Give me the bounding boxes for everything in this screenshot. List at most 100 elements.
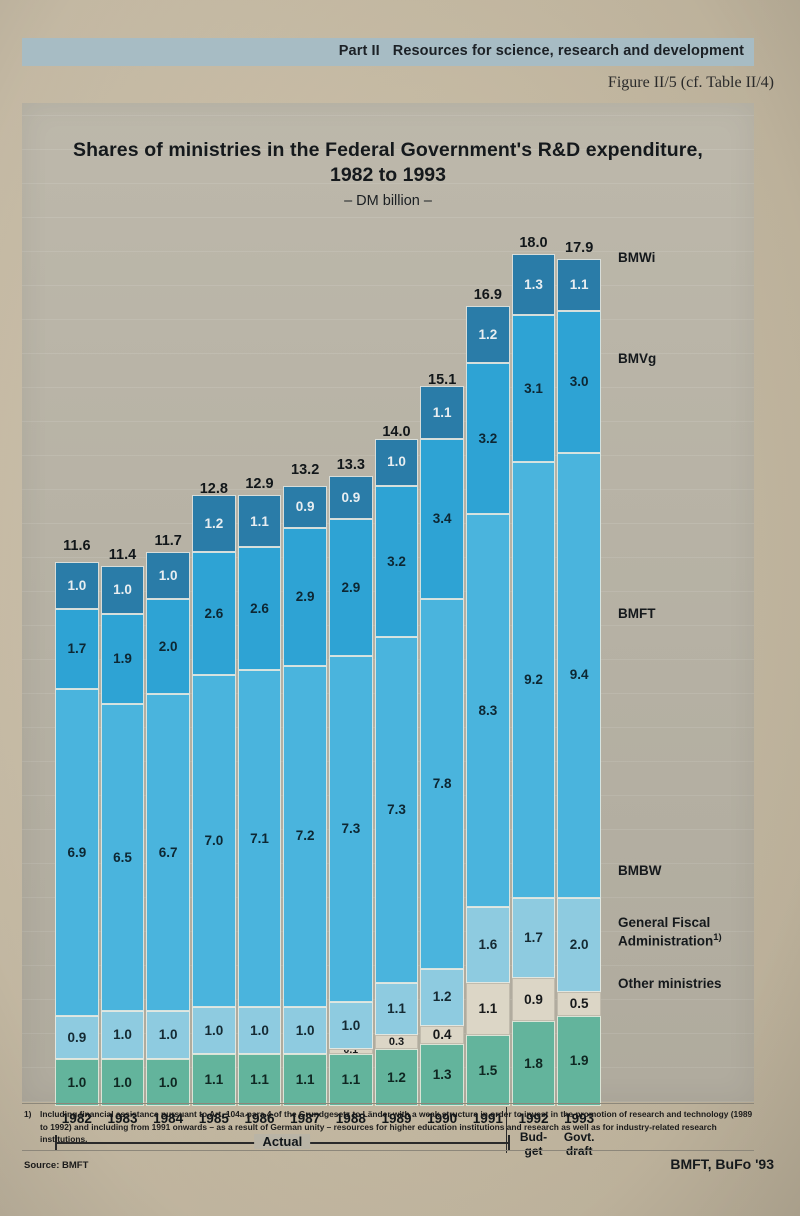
bar-segment-other-ministries-1990[interactable]: 1.3: [420, 1044, 464, 1106]
bar-segment-general-fiscal-administration-1989[interactable]: 0.3: [374, 1035, 419, 1050]
bar-segment-value: 1.1: [341, 1072, 361, 1088]
bar-column-1993[interactable]: 1.9 0.5 2.0 9.4 3.0 1.1 17.9: [557, 240, 601, 1106]
bar-segment-bmvg-1987[interactable]: 2.9: [283, 528, 327, 666]
bar-segment-bmft-1985[interactable]: 7.0: [192, 675, 236, 1007]
bar-segment-general-fiscal-administration-1991[interactable]: 1.1: [466, 982, 510, 1035]
bar-segment-bmwi-1982[interactable]: 1.0: [55, 561, 99, 609]
bar-segment-bmft-1982[interactable]: 6.9: [55, 689, 99, 1017]
bar-segment-bmft-1988[interactable]: 7.3: [329, 656, 373, 1002]
bar-segment-bmvg-1990[interactable]: 3.4: [420, 438, 464, 600]
bar-segment-value: 3.1: [524, 381, 543, 397]
bar-column-1985[interactable]: 1.1 1.0 7.0 2.6 1.2 12.8: [192, 481, 236, 1106]
bar-segment-value: 0.9: [67, 1029, 87, 1045]
bar-segment-other-ministries-1982[interactable]: 1.0: [55, 1058, 99, 1106]
bar-column-1990[interactable]: 1.3 0.4 1.2 7.8 3.4 1.1 15.1: [420, 372, 464, 1106]
bar-segment-other-ministries-1986[interactable]: 1.1: [237, 1053, 282, 1106]
bar-segment-bmvg-1992[interactable]: 3.1: [511, 315, 556, 463]
bar-total-1992: 18.0: [519, 234, 548, 251]
bar-segment-value: 1.3: [524, 276, 543, 292]
bar-segment-bmvg-1991[interactable]: 3.2: [466, 362, 510, 515]
x-axis-year-1988: 1988: [335, 1111, 366, 1126]
bar-segment-bmft-1984[interactable]: 6.7: [146, 694, 190, 1012]
bar-segment-bmwi-1993[interactable]: 1.1: [557, 258, 601, 311]
bar-total-1985: 12.8: [199, 481, 228, 498]
bar-segment-bmbw-1983[interactable]: 1.0: [100, 1011, 145, 1059]
bar-segment-general-fiscal-administration-1988[interactable]: 0.1: [329, 1049, 373, 1054]
bar-segment-bmvg-1983[interactable]: 1.9: [100, 613, 145, 704]
bar-segment-value: 1.0: [387, 454, 406, 470]
bar-segment-bmbw-1987[interactable]: 1.0: [283, 1006, 327, 1054]
bar-segment-bmbw-1985[interactable]: 1.0: [192, 1006, 236, 1054]
bar-column-1992[interactable]: 1.8 0.9 1.7 9.2 3.1 1.3 18.0: [511, 235, 556, 1106]
bar-segment-bmvg-1988[interactable]: 2.9: [329, 519, 373, 657]
bar-segment-bmvg-1989[interactable]: 3.2: [374, 485, 419, 638]
bar-segment-bmwi-1986[interactable]: 1.1: [237, 495, 282, 548]
bar-segment-bmft-1989[interactable]: 7.3: [374, 637, 419, 983]
bar-segment-bmwi-1989[interactable]: 1.0: [374, 438, 419, 486]
bar-segment-other-ministries-1991[interactable]: 1.5: [466, 1035, 510, 1106]
bar-column-1984[interactable]: 1.0 1.0 6.7 2.0 1.0 11.7: [146, 533, 190, 1106]
bar-segment-bmwi-1987[interactable]: 0.9: [283, 485, 327, 529]
bar-segment-other-ministries-1984[interactable]: 1.0: [146, 1058, 190, 1106]
bar-segment-value: 0.5: [569, 996, 589, 1012]
bar-segment-bmbw-1993[interactable]: 2.0: [557, 897, 601, 993]
bar-segment-value: 1.1: [250, 1072, 269, 1088]
bar-segment-value: 6.5: [113, 849, 132, 865]
bar-segment-bmbw-1988[interactable]: 1.0: [329, 1001, 373, 1050]
bar-column-1987[interactable]: 1.1 1.0 7.2 2.9 0.9 13.2: [283, 462, 327, 1106]
bar-segment-bmbw-1992[interactable]: 1.7: [511, 897, 556, 979]
bar-segment-general-fiscal-administration-1990[interactable]: 0.4: [420, 1025, 464, 1045]
bar-segment-general-fiscal-administration-1992[interactable]: 0.9: [511, 978, 556, 1021]
bar-segment-other-ministries-1983[interactable]: 1.0: [100, 1058, 145, 1106]
bar-segment-bmwi-1988[interactable]: 0.9: [329, 476, 373, 519]
bar-segment-bmvg-1993[interactable]: 3.0: [557, 310, 601, 453]
bar-segment-other-ministries-1988[interactable]: 1.1: [329, 1053, 373, 1106]
bar-segment-bmbw-1990[interactable]: 1.2: [420, 968, 464, 1026]
bar-segment-value: 6.9: [67, 844, 87, 860]
bar-segment-bmft-1986[interactable]: 7.1: [237, 670, 282, 1007]
bar-segment-other-ministries-1985[interactable]: 1.1: [192, 1053, 236, 1106]
credit-label: BMFT, BuFo '93: [670, 1156, 774, 1172]
bar-segment-bmft-1987[interactable]: 7.2: [283, 665, 327, 1007]
bar-segment-bmwi-1983[interactable]: 1.0: [100, 566, 145, 614]
bar-segment-value: 1.0: [158, 1074, 178, 1090]
bar-column-1986[interactable]: 1.1 1.0 7.1 2.6 1.1 12.9: [237, 476, 282, 1106]
footnote-block: 1) Including financial assistance pursua…: [24, 1108, 754, 1146]
bar-segment-bmvg-1984[interactable]: 2.0: [146, 599, 190, 695]
bar-segment-bmvg-1986[interactable]: 2.6: [237, 547, 282, 671]
bracket-right-cap: [508, 1135, 510, 1150]
bar-column-1982[interactable]: 1.0 0.9 6.9 1.7 1.0 11.6: [55, 538, 99, 1106]
bar-segment-bmvg-1985[interactable]: 2.6: [192, 552, 236, 676]
bar-segment-other-ministries-1989[interactable]: 1.2: [374, 1049, 419, 1106]
bar-column-1983[interactable]: 1.0 1.0 6.5 1.9 1.0 11.4: [100, 547, 145, 1106]
bar-segment-value: 1.0: [67, 577, 87, 593]
bar-segment-bmft-1983[interactable]: 6.5: [100, 703, 145, 1012]
bar-segment-other-ministries-1987[interactable]: 1.1: [283, 1053, 327, 1106]
bar-segment-value: 1.1: [569, 276, 589, 292]
bar-segment-value: 3.0: [569, 373, 589, 389]
bar-segment-bmbw-1989[interactable]: 1.1: [374, 982, 419, 1035]
bar-segment-bmbw-1984[interactable]: 1.0: [146, 1011, 190, 1059]
bar-segment-other-ministries-1993[interactable]: 1.9: [557, 1016, 601, 1106]
bar-segment-bmft-1993[interactable]: 9.4: [557, 452, 601, 898]
legend-label-other-ministries: Other ministries: [618, 976, 722, 991]
bar-column-1989[interactable]: 1.2 0.3 1.1 7.3 3.2 1.0 14.0: [374, 424, 419, 1106]
bar-segment-bmft-1992[interactable]: 9.2: [511, 462, 556, 898]
bar-segment-bmvg-1982[interactable]: 1.7: [55, 608, 99, 690]
bar-segment-bmbw-1986[interactable]: 1.0: [237, 1006, 282, 1054]
bar-segment-bmbw-1982[interactable]: 0.9: [55, 1016, 99, 1059]
bar-column-1988[interactable]: 1.1 0.1 1.0 7.3 2.9 0.9 13.3: [329, 457, 373, 1106]
bar-segment-bmbw-1991[interactable]: 1.6: [466, 907, 510, 983]
bar-segment-general-fiscal-administration-1993[interactable]: 0.5: [557, 992, 601, 1017]
bar-segment-bmwi-1992[interactable]: 1.3: [511, 253, 556, 316]
bar-segment-bmwi-1990[interactable]: 1.1: [420, 386, 464, 439]
bar-segment-bmwi-1984[interactable]: 1.0: [146, 552, 190, 600]
bar-segment-value: 8.3: [478, 702, 498, 718]
bar-column-1991[interactable]: 1.5 1.1 1.6 8.3 3.2 1.2 16.9: [466, 287, 510, 1106]
chart-unit-label: – DM billion –: [344, 193, 432, 209]
bar-segment-other-ministries-1992[interactable]: 1.8: [511, 1020, 556, 1106]
bar-segment-bmft-1991[interactable]: 8.3: [466, 514, 510, 908]
bar-segment-bmwi-1991[interactable]: 1.2: [466, 305, 510, 363]
bar-segment-bmwi-1985[interactable]: 1.2: [192, 495, 236, 553]
bar-segment-bmft-1990[interactable]: 7.8: [420, 599, 464, 969]
